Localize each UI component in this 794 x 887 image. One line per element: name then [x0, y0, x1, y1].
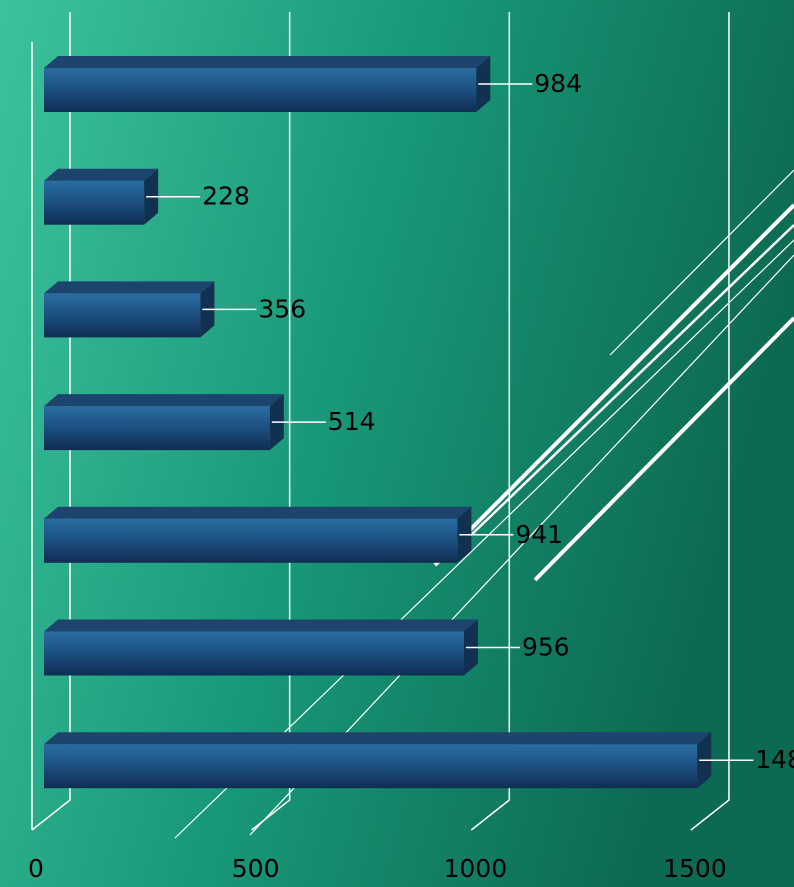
- x-tick-label: 500: [232, 854, 280, 883]
- bar-top: [44, 732, 712, 745]
- x-tick-label: 1000: [443, 854, 507, 883]
- bar-top: [44, 619, 478, 632]
- bar-group: 514: [44, 394, 376, 451]
- bar-top: [44, 281, 215, 294]
- bar-top: [44, 506, 472, 519]
- bar: [44, 180, 145, 225]
- data-label: 941: [515, 520, 563, 549]
- grid-line: [690, 12, 730, 831]
- data-label: 228: [202, 182, 250, 211]
- bar-group: 984: [44, 56, 582, 112]
- bar-group: 956: [44, 619, 570, 676]
- x-tick-label: 1500: [663, 854, 727, 883]
- bar: [44, 518, 458, 563]
- grid-line: [251, 12, 291, 831]
- data-label: 356: [258, 294, 306, 323]
- bar-group: 941: [44, 506, 563, 563]
- bar: [44, 631, 464, 676]
- grid-line: [470, 12, 511, 831]
- bar-group: 356: [44, 281, 306, 338]
- bar: [44, 293, 201, 338]
- bar: [44, 68, 477, 112]
- data-label: 984: [534, 69, 582, 98]
- bar-group: 228: [44, 168, 250, 225]
- grid-line: [31, 12, 71, 831]
- data-label: 1487: [755, 745, 794, 774]
- bar-top: [44, 56, 491, 68]
- bar-top: [44, 168, 159, 181]
- bar: [44, 744, 698, 789]
- bar-top: [44, 394, 284, 407]
- x-tick-label: 0: [28, 854, 44, 883]
- bar-group: 1487: [44, 732, 794, 789]
- bar: [44, 406, 270, 451]
- data-label: 956: [522, 633, 570, 662]
- data-label: 514: [328, 407, 376, 436]
